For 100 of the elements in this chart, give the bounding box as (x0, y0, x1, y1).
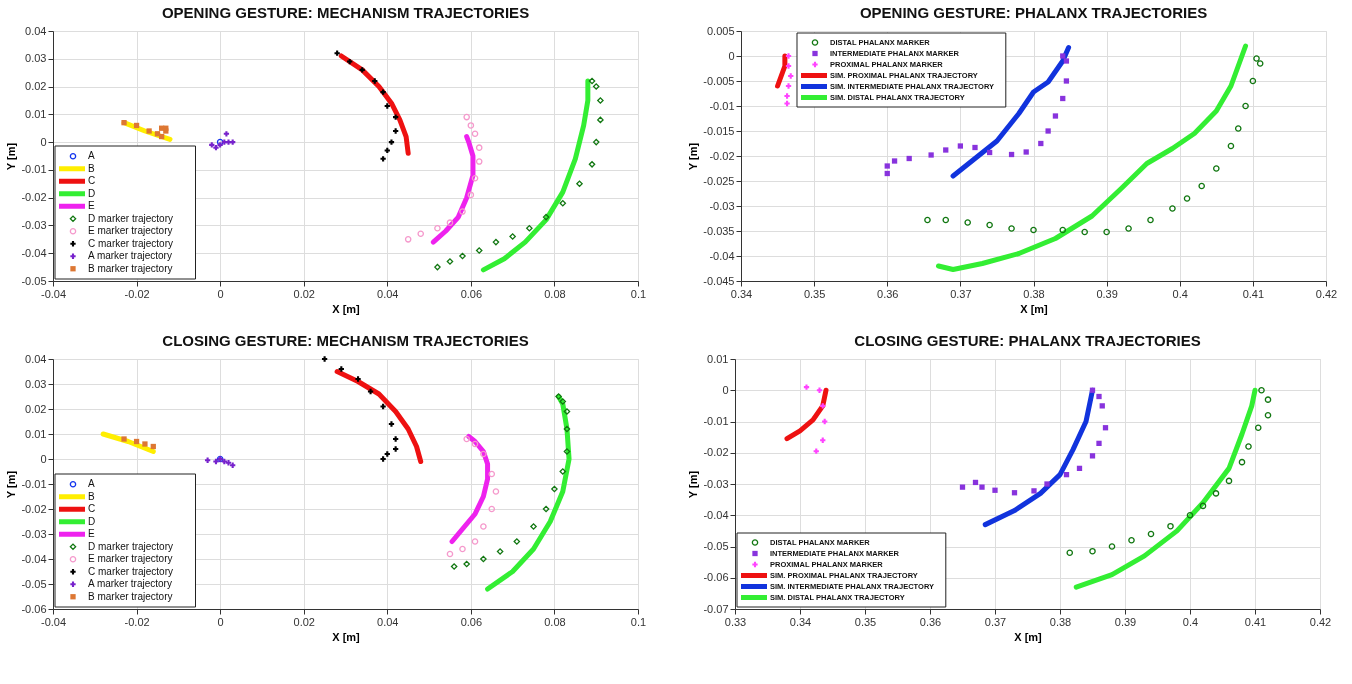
point (1030, 226, 1037, 234)
x-tick-label: -0.02 (124, 287, 150, 300)
y-tick-label: -0.07 (703, 602, 729, 615)
point (1063, 58, 1070, 64)
point (347, 58, 353, 65)
y-tick-label: 0.01 (25, 427, 47, 440)
point (1063, 78, 1070, 84)
point (555, 393, 562, 400)
legend-label: C marker trajectory (88, 237, 174, 249)
point (542, 213, 550, 221)
y-tick-label: -0.005 (703, 74, 735, 87)
x-tick-label: 0.42 (1315, 287, 1338, 300)
point (559, 468, 567, 475)
point (816, 387, 823, 393)
point (1089, 453, 1096, 459)
x-tick-label: 0.42 (1309, 615, 1332, 628)
x-tick-label: 0.4 (1182, 615, 1199, 628)
y-tick-label: 0.02 (25, 402, 47, 415)
point (1245, 443, 1252, 450)
x-tick-label: 0.04 (377, 287, 399, 300)
point (959, 484, 966, 490)
legend-label: B marker trajectory (88, 262, 173, 274)
chart-title: OPENING GESTURE: PHALANX TRAJECTORIES (859, 4, 1208, 21)
x-tick-label: 0.37 (950, 287, 972, 300)
y-tick-label: 0.03 (25, 377, 47, 390)
legend-label: D (88, 187, 96, 199)
y-tick-label: 0.005 (706, 24, 735, 37)
y-tick-label: 0 (40, 452, 47, 465)
point (924, 216, 931, 224)
point (434, 224, 441, 232)
x-axis-title: X [m] (1014, 630, 1043, 643)
point (559, 199, 567, 207)
legend-label: A (88, 150, 95, 162)
legend-label: A marker trajectory (88, 578, 172, 590)
y-tick-label: -0.02 (21, 502, 47, 515)
point (1125, 225, 1132, 232)
point (388, 139, 395, 145)
y-tick-label: 0.01 (25, 107, 47, 120)
point (471, 538, 479, 545)
point (788, 73, 794, 79)
y-tick-label: 0.01 (707, 352, 729, 365)
point (1253, 55, 1260, 62)
point (146, 128, 152, 134)
point (785, 53, 792, 59)
x-tick-label: -0.02 (124, 615, 150, 628)
point (957, 143, 964, 149)
legend-label: C (88, 503, 96, 515)
point (785, 83, 792, 89)
x-tick-label: 0 (217, 615, 224, 628)
x-tick-label: 0.39 (1096, 287, 1118, 300)
legend-label: A (88, 478, 95, 490)
legend-label: E (88, 528, 95, 540)
y-tick-label: -0.05 (703, 540, 729, 552)
point (359, 67, 365, 73)
x-tick-label: 0.36 (919, 615, 942, 628)
point (1167, 522, 1174, 530)
point (338, 366, 344, 372)
point (467, 122, 475, 129)
point (588, 77, 596, 85)
point (509, 233, 516, 240)
point (1089, 547, 1096, 555)
x-tick-label: 0.41 (1244, 615, 1267, 628)
point (225, 460, 232, 466)
point (384, 451, 390, 457)
y-tick-label: 0 (722, 383, 729, 396)
x-tick-label: 0.06 (460, 615, 483, 628)
point (121, 120, 127, 126)
x-tick-label: 0.08 (544, 615, 566, 628)
point (597, 97, 604, 104)
legend-label: E (88, 200, 95, 212)
x-tick-label: 0.34 (730, 287, 753, 300)
legend-label: C marker trajectory (88, 565, 174, 577)
point (1103, 228, 1110, 236)
point (597, 116, 604, 124)
point (492, 488, 500, 495)
y-tick-label: -0.015 (703, 124, 735, 137)
y-tick-label: -0.03 (709, 199, 735, 212)
point (1108, 543, 1116, 550)
x-tick-label: 0.36 (877, 287, 899, 300)
point (388, 421, 395, 427)
chart-title: OPENING GESTURE: MECHANISM TRAJECTORIES (161, 4, 530, 21)
x-tick-label: 0.38 (1023, 287, 1045, 300)
point (393, 436, 399, 442)
point (1060, 53, 1066, 59)
point (542, 505, 550, 513)
x-tick-label: 0.08 (544, 287, 566, 300)
point (446, 219, 454, 226)
point (559, 398, 567, 405)
point (943, 147, 949, 153)
y-tick-label: -0.06 (703, 571, 729, 584)
x-axis-title: X [m] (332, 302, 361, 315)
y-tick-label: 0.02 (25, 80, 47, 93)
legend-label: D (88, 515, 96, 527)
point (355, 376, 361, 382)
point (530, 523, 537, 530)
point (393, 446, 399, 452)
point (1031, 488, 1037, 494)
point (213, 145, 219, 151)
y-tick-label: 0.04 (25, 352, 47, 365)
point (459, 252, 466, 260)
